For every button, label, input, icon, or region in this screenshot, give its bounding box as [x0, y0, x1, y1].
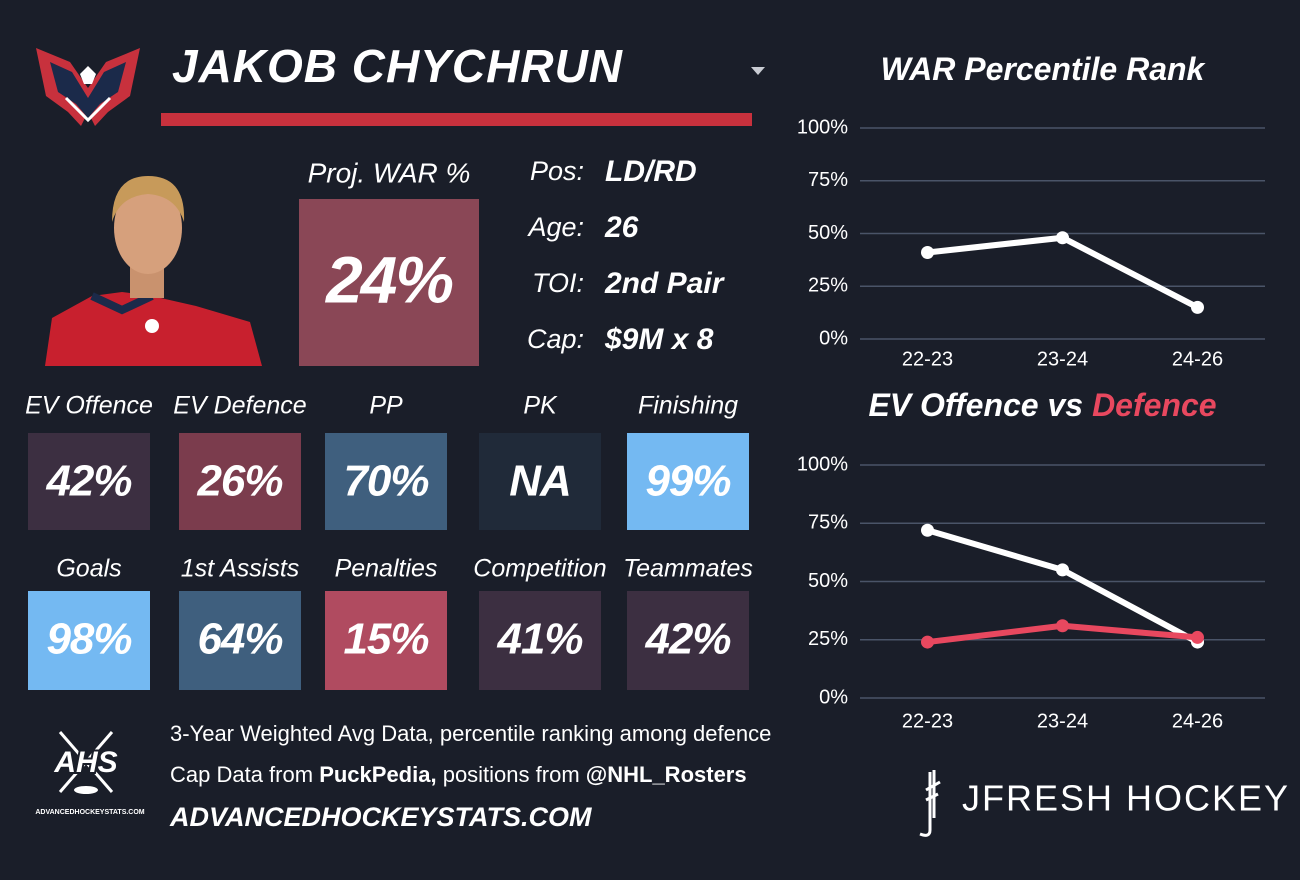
player-photo	[45, 176, 262, 366]
stat-tile	[479, 591, 601, 690]
ahs-logo-text: AHS	[53, 746, 117, 779]
chart-title-text: EV Offence vs	[868, 387, 1083, 423]
projection-label: Proj. WAR %	[308, 157, 471, 188]
tile-label: Competition	[473, 555, 606, 583]
y-tick-label: 0%	[819, 327, 848, 349]
dropdown-arrow[interactable]	[751, 67, 765, 75]
tile-value: 64%	[197, 615, 282, 664]
footer-source[interactable]: PuckPedia,	[319, 762, 436, 787]
data-point	[921, 523, 934, 537]
info-value: LD/RD	[605, 155, 697, 188]
jfresh-logo	[919, 770, 941, 837]
tile-value: NA	[509, 457, 571, 506]
info-label: TOI:	[532, 268, 584, 298]
tile-label: PP	[369, 392, 403, 420]
tile-label: EV Defence	[173, 392, 306, 420]
stat-tile	[627, 591, 749, 690]
y-tick-label: 50%	[808, 222, 848, 244]
projection-tile	[299, 199, 479, 366]
chart-title-highlight: Defence	[1092, 387, 1217, 423]
tile-value: 98%	[46, 615, 131, 664]
tile-value: 99%	[645, 457, 730, 506]
info-value: 2nd Pair	[604, 267, 726, 300]
y-tick-label: 100%	[797, 116, 848, 138]
tile-value: 41%	[496, 615, 582, 664]
y-tick-label: 50%	[808, 570, 848, 592]
footer-text: Cap Data from	[170, 762, 313, 787]
tile-label: PK	[523, 392, 558, 420]
chart-title-text: WAR Percentile Rank	[881, 51, 1207, 87]
x-tick-label: 23-24	[1037, 348, 1088, 370]
y-tick-label: 25%	[808, 275, 848, 297]
stat-tile	[28, 433, 150, 530]
x-tick-label: 24-26	[1172, 710, 1223, 732]
tile-value: 42%	[644, 615, 730, 664]
footer-note: 3-Year Weighted Avg Data, percentile ran…	[170, 721, 771, 746]
data-point	[1056, 563, 1069, 577]
y-tick-label: 25%	[808, 628, 848, 650]
info-value: 26	[604, 211, 639, 244]
x-tick-label: 23-24	[1037, 710, 1088, 732]
chart-title: EV Offence vs Defence	[868, 387, 1216, 423]
tile-value: 42%	[45, 457, 131, 506]
x-tick-label: 22-23	[902, 710, 953, 732]
stat-tile	[627, 433, 749, 530]
data-point	[1056, 619, 1069, 633]
y-tick-label: 100%	[797, 453, 848, 475]
tile-value: 26%	[196, 457, 282, 506]
tile-label: Finishing	[638, 392, 738, 420]
footer-text: positions from	[443, 762, 580, 787]
x-tick-label: 22-23	[902, 348, 953, 370]
x-tick-label: 24-26	[1172, 348, 1223, 370]
tile-label: Teammates	[623, 555, 753, 583]
tile-label: Goals	[56, 555, 121, 583]
ahs-logo	[58, 731, 114, 794]
data-point	[921, 635, 934, 649]
tile-label: 1st Assists	[181, 555, 300, 583]
footer-site[interactable]: ADVANCEDHOCKEYSTATS.COM	[169, 802, 592, 832]
y-tick-label: 75%	[808, 512, 848, 534]
data-point	[921, 245, 934, 259]
header-bar	[161, 113, 752, 126]
info-label: Cap:	[527, 324, 584, 354]
stat-tile	[325, 591, 447, 690]
data-point	[1191, 630, 1204, 644]
tile-label: Penalties	[335, 555, 438, 583]
y-tick-label: 75%	[808, 169, 848, 191]
info-label: Age:	[526, 212, 584, 242]
y-tick-label: 0%	[819, 686, 848, 708]
brand: JFRESH HOCKEY	[962, 778, 1290, 819]
tile-label: EV Offence	[25, 392, 153, 420]
stat-tile	[28, 591, 150, 690]
chart-title: WAR Percentile Rank	[881, 51, 1207, 87]
tile-value: 15%	[343, 615, 428, 664]
tile-value: 70%	[343, 457, 428, 506]
player-name: JAKOB CHYCHRUN	[172, 40, 623, 92]
footer-source[interactable]: @NHL_Rosters	[586, 762, 747, 787]
footer-sources: Cap Data from PuckPedia, positions from …	[170, 762, 747, 787]
info-label: Pos:	[530, 156, 584, 186]
team-logo	[36, 48, 140, 126]
stat-tile	[479, 433, 601, 530]
data-point	[1056, 231, 1069, 245]
projection-value: 24%	[324, 242, 452, 316]
stat-tile	[179, 433, 301, 530]
info-value: $9M x 8	[604, 323, 714, 356]
stat-tile	[179, 591, 301, 690]
stat-tile	[325, 433, 447, 530]
ahs-logo-caption: ADVANCEDHOCKEYSTATS.COM	[35, 809, 144, 816]
data-point	[1191, 300, 1204, 314]
